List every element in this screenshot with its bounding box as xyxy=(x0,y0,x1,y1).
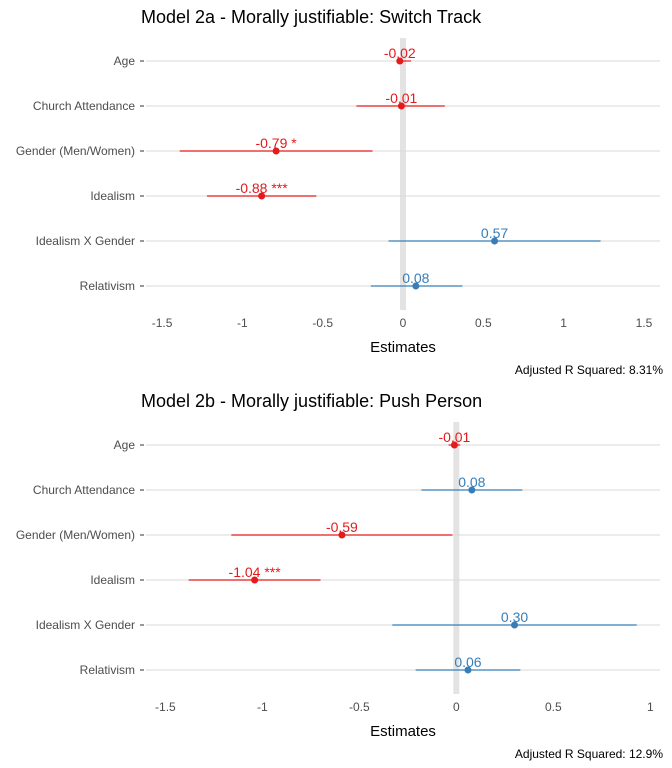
point-estimate xyxy=(251,576,259,584)
terms: Age -0.02 Church Attendance -0.01 Gender (Me… xyxy=(16,45,601,293)
panel-model-2a: Model 2a - Morally justifiable: Switch T… xyxy=(16,7,663,377)
x-tick-label: 1 xyxy=(560,316,567,330)
panel-model-2b: Model 2b - Morally justifiable: Push Per… xyxy=(16,391,663,761)
term-label: Relativism xyxy=(80,663,135,677)
term-row-gender-men-women: Gender (Men/Women) -0.79 * xyxy=(16,135,373,158)
point-estimate xyxy=(464,666,472,674)
x-axis: -1.5 -1 -0.5 0 0.5 1 xyxy=(155,700,654,714)
estimate-label: 0.08 xyxy=(402,270,429,286)
term-label: Idealism X Gender xyxy=(36,618,135,632)
point-estimate xyxy=(396,57,404,65)
panel-title: Model 2a - Morally justifiable: Switch T… xyxy=(141,7,482,27)
point-estimate xyxy=(397,102,405,110)
estimate-label: -0.79 * xyxy=(255,135,297,151)
x-tick-label: 0.5 xyxy=(475,316,492,330)
panel-title: Model 2b - Morally justifiable: Push Per… xyxy=(141,391,482,411)
term-label: Age xyxy=(114,54,136,68)
x-tick-label: -1.5 xyxy=(155,700,176,714)
term-row-idealism-x-gender: Idealism X Gender 0.30 xyxy=(36,609,637,632)
estimate-label: 0.08 xyxy=(458,474,485,490)
caption-r-squared: Adjusted R Squared: 12.9% xyxy=(515,747,663,761)
term-label: Gender (Men/Women) xyxy=(16,528,135,542)
estimate-label: 0.06 xyxy=(454,654,481,670)
point-estimate xyxy=(258,192,266,200)
estimate-label: 0.30 xyxy=(501,609,528,625)
x-axis-title: Estimates xyxy=(370,339,436,356)
estimate-label: -0.01 xyxy=(438,429,470,445)
estimate-label: -0.01 xyxy=(385,90,417,106)
x-tick-label: -1 xyxy=(237,316,248,330)
point-estimate xyxy=(511,621,519,629)
term-label: Idealism X Gender xyxy=(36,234,135,248)
estimate-label: -1.04 *** xyxy=(229,564,282,580)
term-label: Relativism xyxy=(80,279,135,293)
point-estimate xyxy=(272,147,280,155)
point-estimate xyxy=(468,486,476,494)
term-row-idealism-x-gender: Idealism X Gender 0.57 xyxy=(36,225,601,248)
x-tick-label: 1.5 xyxy=(636,316,653,330)
caption-r-squared: Adjusted R Squared: 8.31% xyxy=(515,363,663,377)
estimate-label: -0.59 xyxy=(326,519,358,535)
estimate-label: 0.57 xyxy=(481,225,508,241)
point-estimate xyxy=(491,237,499,245)
estimate-label: -0.88 *** xyxy=(236,180,289,196)
x-tick-label: 0 xyxy=(453,700,460,714)
point-estimate xyxy=(450,441,458,449)
estimate-label: -0.02 xyxy=(384,45,416,61)
terms: Age -0.01 Church Attendance 0.08 Gender (Men… xyxy=(16,429,637,677)
term-row-idealism: Idealism -0.88 *** xyxy=(90,180,317,203)
term-label: Age xyxy=(114,438,136,452)
term-row-relativism: Relativism 0.06 xyxy=(80,654,521,677)
term-row-church-attendance: Church Attendance -0.01 xyxy=(33,90,445,113)
term-label: Idealism xyxy=(90,573,135,587)
x-tick-label: 1 xyxy=(647,700,654,714)
point-estimate xyxy=(338,531,346,539)
term-row-relativism: Relativism 0.08 xyxy=(80,270,463,293)
x-tick-label: -0.5 xyxy=(349,700,370,714)
term-label: Church Attendance xyxy=(33,99,135,113)
x-axis: -1.5 -1 -0.5 0 0.5 1 1.5 xyxy=(152,316,653,330)
point-estimate xyxy=(412,282,420,290)
term-row-idealism: Idealism -1.04 *** xyxy=(90,564,321,587)
term-row-age: Age -0.02 xyxy=(114,45,416,68)
term-row-church-attendance: Church Attendance 0.08 xyxy=(33,474,523,497)
x-tick-label: -1 xyxy=(257,700,268,714)
x-axis-title: Estimates xyxy=(370,723,436,740)
x-tick-label: 0 xyxy=(400,316,407,330)
grid-lines xyxy=(146,422,660,694)
term-label: Idealism xyxy=(90,189,135,203)
term-row-age: Age -0.01 xyxy=(114,429,471,452)
x-tick-label: -1.5 xyxy=(152,316,173,330)
term-label: Gender (Men/Women) xyxy=(16,144,135,158)
term-row-gender-men-women: Gender (Men/Women) -0.59 xyxy=(16,519,453,542)
x-tick-label: -0.5 xyxy=(312,316,333,330)
x-tick-label: 0.5 xyxy=(545,700,562,714)
term-label: Church Attendance xyxy=(33,483,135,497)
